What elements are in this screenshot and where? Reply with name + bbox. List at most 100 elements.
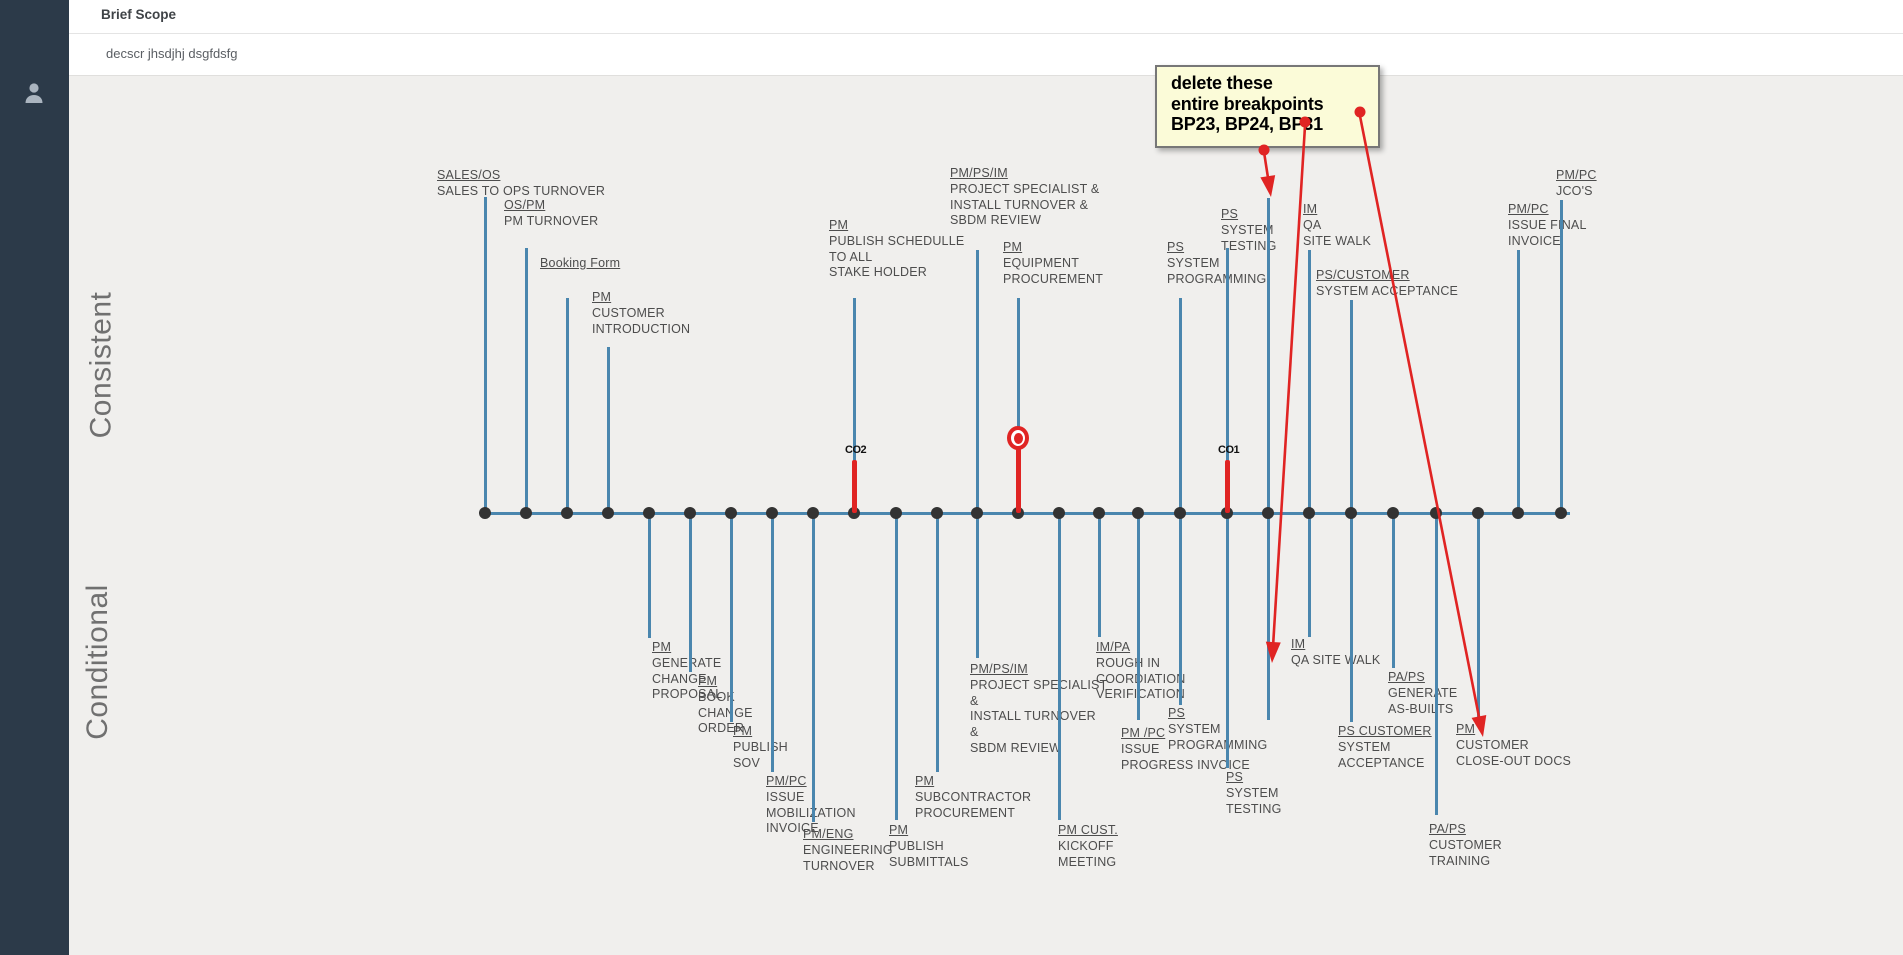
milestone-label: PM/PS/IM PROJECT SPECIALIST & INSTALL TURN… bbox=[950, 166, 1100, 228]
change-order-marker[interactable] bbox=[851, 460, 857, 513]
annotation-note-text: entire breakpoints bbox=[1171, 93, 1324, 114]
timeline-axis bbox=[483, 511, 1570, 515]
timeline-dot[interactable] bbox=[520, 507, 532, 519]
timeline-dot[interactable] bbox=[931, 507, 943, 519]
milestone-line-up bbox=[1559, 200, 1563, 513]
milestone-line-up bbox=[524, 248, 528, 513]
timeline-dot[interactable] bbox=[1262, 507, 1274, 519]
timeline-dot[interactable] bbox=[1012, 507, 1024, 519]
timeline-dot[interactable] bbox=[1132, 507, 1144, 519]
lane-label-conditional: Conditional bbox=[80, 584, 114, 740]
user-icon[interactable] bbox=[19, 80, 49, 106]
timeline-dot[interactable] bbox=[1053, 507, 1065, 519]
milestone-line-down bbox=[647, 513, 651, 638]
milestone-label: OS/PM PM TURNOVER bbox=[504, 198, 599, 228]
milestone-label: PM CUSTOMER CLOSE-OUT DOCS bbox=[1456, 722, 1572, 768]
milestone-line-down bbox=[1266, 513, 1270, 720]
annotation-arrow-line bbox=[1358, 115, 1481, 721]
milestone-line-down bbox=[1225, 513, 1229, 768]
milestone-line-down bbox=[1178, 513, 1182, 705]
milestone-label: PM/PCISSUEMOBILIZATIONINVOICE bbox=[766, 774, 855, 836]
milestone-line-down bbox=[975, 513, 979, 658]
milestone-label: PS SYSTEM TESTING bbox=[1221, 207, 1277, 253]
milestone-label: PS/CUSTOMER SYSTEM ACCEPTANCE bbox=[1316, 268, 1459, 298]
milestone-line-up bbox=[565, 298, 569, 513]
change-order-label: CO2 bbox=[845, 444, 867, 456]
lane-label-consistent: Consistent bbox=[84, 291, 118, 439]
milestone-line-down bbox=[1057, 513, 1061, 820]
milestone-line-down bbox=[935, 513, 939, 772]
milestone-label: PS SYSTEM PROGRAMMING bbox=[1168, 706, 1268, 752]
timeline-dot[interactable] bbox=[1093, 507, 1105, 519]
milestone-label: PM PUBLISH SCHEDULLE TO ALL STAKE HOLDER bbox=[829, 218, 965, 280]
milestone-label: PS SYSTEM PROGRAMMING bbox=[1167, 240, 1267, 286]
timeline-dot[interactable] bbox=[971, 507, 983, 519]
timeline-dot[interactable] bbox=[848, 507, 860, 519]
timeline-dot[interactable] bbox=[684, 507, 696, 519]
timeline-dot[interactable] bbox=[1387, 507, 1399, 519]
milestone-line-up bbox=[483, 197, 487, 513]
milestone-label: PM/PS/IM PROJECT SPECIALIST & INSTALL TURNO… bbox=[970, 662, 1108, 755]
milestone-line-down bbox=[894, 513, 898, 820]
milestone-label: SALES/OS SALES TO OPS TURNOVER bbox=[437, 168, 606, 198]
timeline-dot[interactable] bbox=[1512, 507, 1524, 519]
milestone-label: IM QA SITE WALK bbox=[1303, 202, 1372, 248]
milestone-line-up bbox=[1516, 250, 1520, 513]
timeline-dot[interactable] bbox=[766, 507, 778, 519]
breakpoint-pin-stem bbox=[1015, 448, 1021, 513]
milestone-line-up bbox=[852, 298, 856, 513]
milestone-label: PS CUSTOMER SYSTEM ACCEPTANCE bbox=[1338, 724, 1432, 770]
breakpoint-pin-core bbox=[1013, 433, 1023, 444]
timeline-dot[interactable] bbox=[1472, 507, 1484, 519]
milestone-line-down bbox=[1136, 513, 1140, 720]
milestone-label: PM /PC ISSUE PROGRESS INVOICE bbox=[1121, 726, 1250, 772]
milestone-line-down bbox=[688, 513, 692, 672]
timeline-dot[interactable] bbox=[890, 507, 902, 519]
milestone-line-up bbox=[1225, 248, 1229, 513]
milestone-line-down bbox=[1434, 513, 1438, 815]
header: Brief Scope bbox=[69, 0, 1903, 34]
timeline-dot[interactable] bbox=[725, 507, 737, 519]
milestone-line-down bbox=[1307, 513, 1311, 637]
timeline-dot[interactable] bbox=[1345, 507, 1357, 519]
annotation-arrowhead bbox=[1260, 175, 1276, 197]
milestone-line-down bbox=[1476, 513, 1480, 718]
milestone-line-up bbox=[606, 347, 610, 513]
timeline-dot[interactable] bbox=[1303, 507, 1315, 519]
milestone-label: PM BOOK CHANGE ORDER bbox=[698, 674, 753, 736]
annotation-note-text: BP23, BP24, BP31 bbox=[1171, 114, 1323, 134]
milestone-label: PM GENERATE CHANGE PROPOSAL bbox=[652, 640, 723, 702]
timeline-dot[interactable] bbox=[1430, 507, 1442, 519]
timeline-dot[interactable] bbox=[1555, 507, 1567, 519]
timeline-dot[interactable] bbox=[561, 507, 573, 519]
timeline-dot[interactable] bbox=[643, 507, 655, 519]
milestone-label: PM/ENG ENGINEERING TURNOVER bbox=[803, 827, 893, 873]
annotation-note[interactable]: delete these entire breakpoints BP23, BP24… bbox=[1155, 65, 1380, 148]
milestone-line-up bbox=[1349, 300, 1353, 513]
change-order-marker[interactable] bbox=[1224, 460, 1230, 513]
milestone-line-down bbox=[1097, 513, 1101, 637]
timeline-dot[interactable] bbox=[602, 507, 614, 519]
milestone-label: PM CUSTOMER INTRODUCTION bbox=[592, 290, 691, 336]
milestone-label: PM CUST. KICKOFF MEETING bbox=[1058, 823, 1118, 869]
milestone-label: PM PUBLISH SOV bbox=[733, 724, 788, 770]
milestone-label: Booking Form bbox=[540, 256, 621, 270]
milestone-line-down bbox=[1391, 513, 1395, 668]
sidebar bbox=[0, 0, 69, 955]
timeline-dot[interactable] bbox=[1174, 507, 1186, 519]
timeline-dot[interactable] bbox=[1221, 507, 1233, 519]
annotation-note-text: delete these bbox=[1171, 73, 1273, 93]
timeline-dot[interactable] bbox=[807, 507, 819, 519]
milestone-label: PM EQUIPMENT PROCUREMENT bbox=[1003, 240, 1104, 286]
milestone-line-down bbox=[770, 513, 774, 772]
milestone-label: PA/PS CUSTOMER TRAINING bbox=[1429, 822, 1502, 868]
brief-scope-field[interactable]: decscr jhsdjhj dsgfdsfg bbox=[69, 34, 1903, 76]
brief-scope-value: decscr jhsdjhj dsgfdsfg bbox=[106, 46, 238, 61]
milestone-label: PM/PC JCO'S bbox=[1556, 168, 1597, 198]
timeline-dot[interactable] bbox=[479, 507, 491, 519]
milestone-label: IM QA SITE WALK bbox=[1291, 637, 1381, 667]
milestone-line-up bbox=[1266, 198, 1270, 513]
milestone-line-down bbox=[729, 513, 733, 722]
